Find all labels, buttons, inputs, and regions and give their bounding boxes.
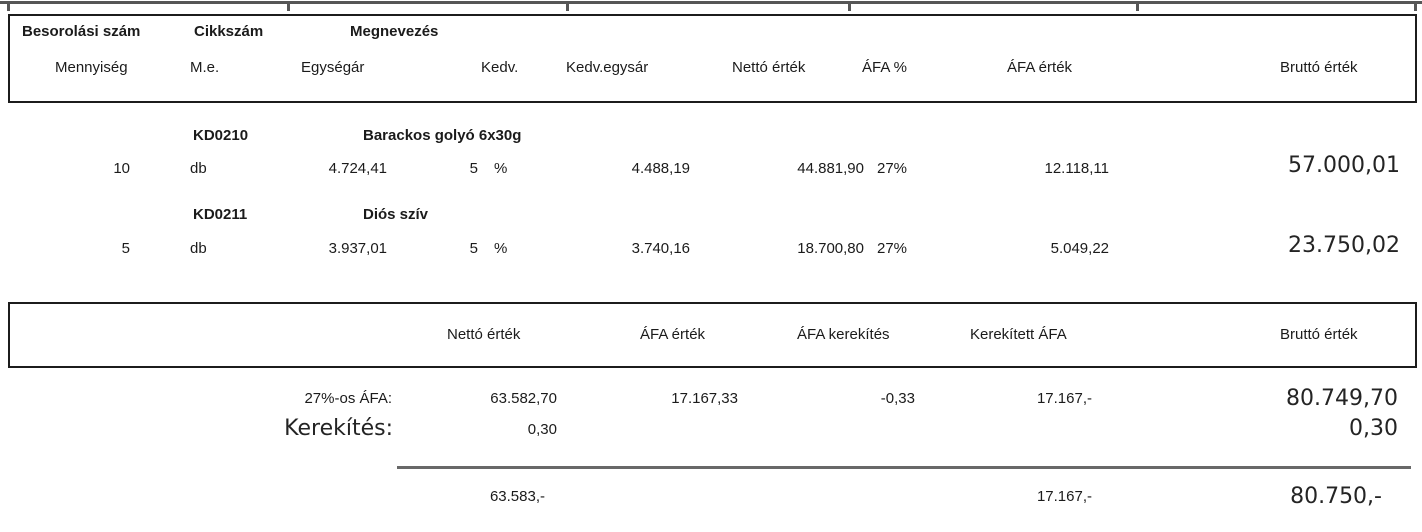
col-header-egysegar: Egységár: [301, 59, 365, 76]
col-header-kedv-egysar: Kedv.egysár: [566, 59, 649, 76]
item-cikkszam: KD0210: [193, 127, 249, 144]
item-afa-szazalek: 27%: [877, 160, 908, 177]
summary-col-kerekitett-afa: Kerekített ÁFA: [970, 326, 1067, 343]
rounding-netto: 0,30: [527, 421, 557, 438]
col-header-cikkszam: Cikkszám: [194, 23, 264, 40]
item-egysegar: 3.937,01: [328, 240, 387, 257]
item-kedv-szazalek: 5: [469, 160, 478, 177]
item-kedv-unit: %: [494, 160, 508, 177]
summary-vat-row-label: 27%-os ÁFA:: [304, 390, 392, 407]
col-header-me: M.e.: [190, 59, 220, 76]
item-brutto-ertek: 23.750,02: [1288, 233, 1400, 258]
item-cikkszam: KD0211: [193, 206, 248, 223]
summary-col-afa-ertek: ÁFA érték: [640, 326, 706, 343]
prev-table-column-divider: [848, 4, 851, 11]
summary-col-netto-ertek: Nettó érték: [447, 326, 521, 343]
col-header-kedv: Kedv.: [481, 59, 519, 76]
item-mennyiseg: 5: [121, 240, 130, 257]
rounding-row-label: Kerekítés:: [284, 416, 393, 441]
summary-col-afa-kerekites: ÁFA kerekítés: [797, 326, 890, 343]
col-header-netto-ertek: Nettó érték: [732, 59, 806, 76]
item-egysegar: 4.724,41: [328, 160, 387, 177]
prev-table-column-divider: [566, 4, 569, 11]
summary-vat-brutto: 80.749,70: [1286, 386, 1398, 411]
col-header-mennyiseg: Mennyiség: [55, 59, 128, 76]
total-brutto: 80.750,-: [1290, 484, 1382, 509]
col-header-brutto-ertek: Bruttó érték: [1280, 59, 1358, 76]
summary-header-box: [8, 302, 1417, 368]
item-mennyiseg: 10: [113, 160, 130, 177]
item-netto-ertek: 44.881,90: [797, 160, 864, 177]
summary-vat-afa-kerekites: -0,33: [880, 390, 915, 407]
item-kedv-unit: %: [494, 240, 508, 257]
col-header-afa-ertek: ÁFA érték: [1007, 59, 1073, 76]
rounding-brutto: 0,30: [1349, 416, 1398, 441]
item-megnevezes: Barackos golyó 6x30g: [363, 127, 522, 144]
prev-table-column-divider: [1136, 4, 1139, 11]
col-header-afa-szazalek: ÁFA %: [862, 59, 908, 76]
summary-col-brutto-ertek: Bruttó érték: [1280, 326, 1358, 343]
totals-divider-line: [397, 466, 1411, 469]
prev-table-column-divider: [1414, 4, 1417, 11]
item-netto-ertek: 18.700,80: [797, 240, 864, 257]
item-kedv-szazalek: 5: [469, 240, 478, 257]
total-netto: 63.583,-: [489, 488, 545, 505]
col-header-megnevezes: Megnevezés: [350, 23, 439, 40]
items-header-box: [8, 14, 1417, 103]
summary-vat-netto: 63.582,70: [490, 390, 557, 407]
prev-table-bottom-border: [0, 1, 1422, 4]
item-afa-szazalek: 27%: [877, 240, 908, 257]
item-me: db: [190, 160, 207, 177]
item-afa-ertek: 5.049,22: [1050, 240, 1109, 257]
summary-vat-afa-ertek: 17.167,33: [671, 390, 738, 407]
item-me: db: [190, 240, 207, 257]
prev-table-column-divider: [7, 4, 10, 11]
item-megnevezes: Diós szív: [363, 206, 429, 223]
item-kedv-egysar: 3.740,16: [631, 240, 690, 257]
summary-vat-kerekitett-afa: 17.167,-: [1036, 390, 1092, 407]
item-kedv-egysar: 4.488,19: [631, 160, 690, 177]
item-afa-ertek: 12.118,11: [1044, 160, 1109, 177]
item-brutto-ertek: 57.000,01: [1288, 153, 1400, 178]
prev-table-column-divider: [287, 4, 290, 11]
total-kerekitett-afa: 17.167,-: [1036, 488, 1092, 505]
col-header-besorolasi-szam: Besorolási szám: [22, 23, 141, 40]
